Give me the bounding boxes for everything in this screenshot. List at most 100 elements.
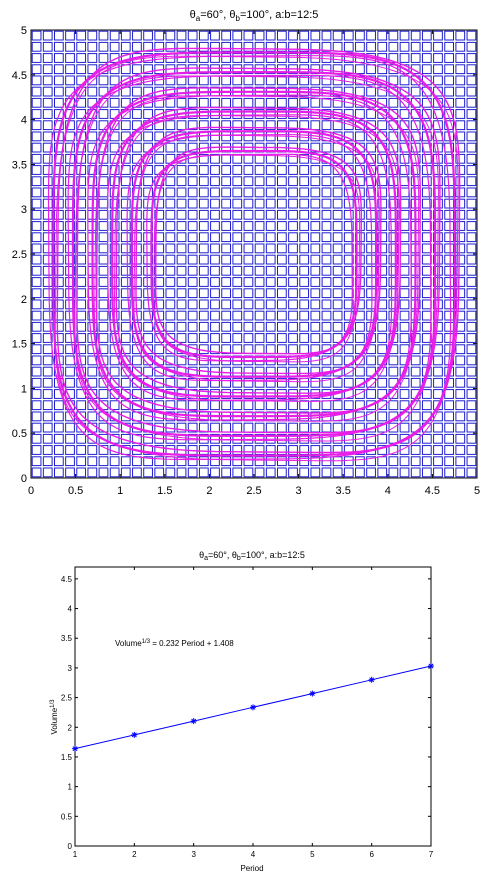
grid-square bbox=[87, 366, 98, 377]
grid-square bbox=[187, 377, 198, 388]
grid-square bbox=[42, 445, 53, 455]
contour-x-ticks: 0 0.5 1 1.5 2 2.5 3 3.5 4 4.5 5 bbox=[28, 30, 480, 497]
grid-square bbox=[321, 288, 332, 299]
grid-square bbox=[332, 120, 343, 131]
grid-square bbox=[410, 142, 421, 153]
grid-square bbox=[221, 366, 231, 377]
fit-annotation: Volume1/3 = 0.232 Period + 1.408 bbox=[115, 639, 234, 648]
grid-square bbox=[299, 209, 310, 220]
grid-square bbox=[343, 366, 354, 377]
grid-square bbox=[120, 176, 131, 187]
grid-square bbox=[455, 209, 466, 220]
grid-square bbox=[243, 299, 254, 310]
grid-square bbox=[288, 243, 298, 254]
grid-square bbox=[466, 30, 477, 41]
grid-square bbox=[42, 221, 53, 231]
grid-square bbox=[254, 445, 265, 455]
grid-square bbox=[243, 232, 254, 243]
grid-square bbox=[210, 422, 220, 433]
grid-square bbox=[42, 310, 53, 321]
grid-square bbox=[42, 254, 53, 265]
grid-square bbox=[154, 277, 165, 287]
grid-square bbox=[288, 198, 298, 209]
grid-square bbox=[187, 254, 198, 265]
grid-square bbox=[265, 310, 276, 321]
grid-square bbox=[54, 411, 64, 422]
grid-square bbox=[254, 53, 265, 63]
grid-square bbox=[288, 30, 298, 41]
grid-square bbox=[265, 389, 276, 399]
grid-square bbox=[299, 277, 310, 287]
grid-square bbox=[321, 209, 332, 220]
grid-square bbox=[310, 400, 321, 411]
grid-square bbox=[421, 254, 432, 265]
grid-square bbox=[399, 165, 410, 175]
grid-square bbox=[466, 445, 477, 455]
grid-square bbox=[65, 467, 75, 478]
grid-square bbox=[388, 30, 399, 41]
grid-square bbox=[154, 153, 165, 164]
grid-square bbox=[165, 41, 176, 52]
grid-square bbox=[98, 53, 109, 63]
grid-square bbox=[277, 198, 287, 209]
grid-square bbox=[187, 209, 198, 220]
grid-square bbox=[232, 422, 243, 433]
grid-square bbox=[410, 377, 421, 388]
grid-square bbox=[42, 209, 53, 220]
grid-square bbox=[243, 366, 254, 377]
grid-square bbox=[388, 198, 399, 209]
grid-square bbox=[332, 41, 343, 52]
contour-line bbox=[67, 74, 432, 441]
grid-square bbox=[98, 165, 109, 175]
grid-square bbox=[87, 355, 98, 366]
grid-square bbox=[355, 456, 365, 467]
grid-square bbox=[187, 53, 198, 63]
grid-square bbox=[232, 433, 243, 444]
grid-square bbox=[355, 198, 365, 209]
grid-square bbox=[433, 355, 443, 366]
grid-square bbox=[221, 187, 231, 198]
grid-square bbox=[444, 75, 454, 86]
grid-square bbox=[232, 131, 243, 142]
grid-square bbox=[221, 209, 231, 220]
grid-square bbox=[388, 456, 399, 467]
grid-square bbox=[455, 422, 466, 433]
grid-square bbox=[444, 310, 454, 321]
grid-square bbox=[98, 75, 109, 86]
grid-square bbox=[288, 120, 298, 131]
grid-square bbox=[210, 467, 220, 478]
grid-square bbox=[210, 265, 220, 276]
grid-square bbox=[176, 232, 187, 243]
grid-square bbox=[254, 467, 265, 478]
grid-square bbox=[355, 165, 365, 175]
grid-square bbox=[243, 187, 254, 198]
grid-square bbox=[388, 142, 399, 153]
contour-line bbox=[47, 55, 452, 461]
grid-square bbox=[377, 221, 388, 231]
grid-square bbox=[310, 277, 321, 287]
grid-square bbox=[98, 232, 109, 243]
grid-square bbox=[243, 64, 254, 75]
grid-square bbox=[109, 97, 120, 108]
grid-square bbox=[165, 333, 176, 343]
grid-square bbox=[210, 299, 220, 310]
grid-square bbox=[377, 310, 388, 321]
y-tick-label: 2 bbox=[68, 723, 73, 732]
grid-square bbox=[332, 243, 343, 254]
grid-square bbox=[288, 109, 298, 119]
grid-square bbox=[332, 400, 343, 411]
grid-square bbox=[399, 243, 410, 254]
grid-square bbox=[399, 321, 410, 332]
grid-square bbox=[377, 64, 388, 75]
grid-square bbox=[444, 422, 454, 433]
grid-square bbox=[98, 467, 109, 478]
grid-square bbox=[254, 109, 265, 119]
grid-square bbox=[187, 187, 198, 198]
grid-square bbox=[399, 456, 410, 467]
grid-square bbox=[433, 467, 443, 478]
grid-square bbox=[377, 165, 388, 175]
grid-square bbox=[321, 41, 332, 52]
x-tick-label: 2 bbox=[206, 485, 212, 497]
grid-square bbox=[377, 333, 388, 343]
